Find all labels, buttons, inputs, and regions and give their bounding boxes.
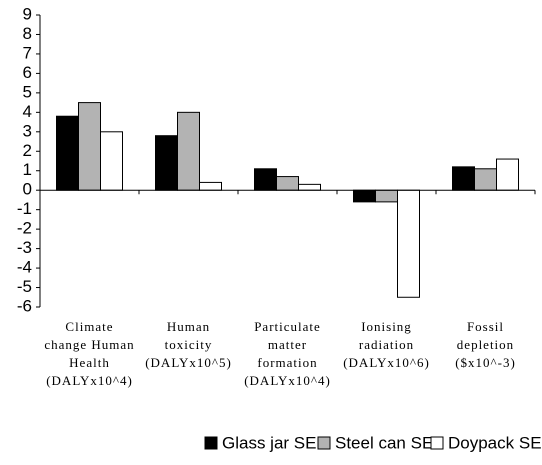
x-tick-label: formation	[257, 355, 317, 370]
legend-swatch	[204, 436, 218, 450]
y-tick-label: 8	[23, 24, 32, 43]
x-tick-label: (DALYx10^5)	[145, 355, 232, 370]
x-tick-label: Climate	[65, 319, 113, 334]
x-tick-label: matter	[268, 337, 307, 352]
x-tick-label: (DALYx10^4)	[46, 373, 133, 388]
x-tick-label: toxicity	[165, 337, 213, 352]
x-tick-label: radiation	[359, 337, 414, 352]
x-tick-label: Ionising	[361, 319, 412, 334]
y-tick-label: 0	[23, 180, 32, 199]
y-tick-label: -1	[17, 199, 32, 218]
bar	[298, 183, 321, 191]
y-tick-label: -6	[17, 296, 32, 315]
x-tick-label: change Human	[44, 337, 134, 352]
legend-label: Doypack SE	[448, 433, 542, 452]
y-tick-label: 5	[23, 82, 32, 101]
bar	[254, 168, 277, 191]
y-tick-label: 9	[23, 4, 32, 23]
x-tick-label: (DALYx10^4)	[244, 373, 331, 388]
x-tick-label: Fossil	[467, 319, 504, 334]
x-tick-label: Human	[167, 319, 210, 334]
x-tick-label: ($x10^-3)	[455, 355, 516, 370]
y-tick-label: 4	[23, 102, 32, 121]
bar	[177, 111, 200, 191]
bar	[397, 189, 420, 298]
bar	[78, 102, 101, 191]
y-tick-label: 2	[23, 141, 32, 160]
bar	[199, 181, 222, 191]
y-tick-label: -5	[17, 277, 32, 296]
y-tick-label: 3	[23, 121, 32, 140]
x-tick-label: depletion	[457, 337, 514, 352]
legend-swatch	[317, 436, 331, 450]
bar	[452, 166, 475, 191]
legend-label: Glass jar SE	[222, 433, 316, 452]
bar	[155, 135, 178, 191]
bar	[276, 176, 299, 191]
bar	[474, 168, 497, 191]
bar	[56, 115, 79, 191]
legend-swatch	[430, 436, 444, 450]
y-tick-label: 1	[23, 160, 32, 179]
y-tick-label: 7	[23, 43, 32, 62]
bar	[496, 158, 519, 191]
x-tick-label: Health	[69, 355, 110, 370]
y-tick-label: -3	[17, 238, 32, 257]
y-tick-label: -4	[17, 258, 32, 277]
legend-label: Steel can SE	[335, 433, 433, 452]
bar	[375, 189, 398, 203]
x-tick-label: Particulate	[254, 319, 321, 334]
y-tick-label: 6	[23, 63, 32, 82]
bar	[100, 131, 123, 191]
y-tick-label: -2	[17, 219, 32, 238]
x-tick-label: (DALYx10^6)	[343, 355, 430, 370]
bar	[353, 189, 376, 203]
